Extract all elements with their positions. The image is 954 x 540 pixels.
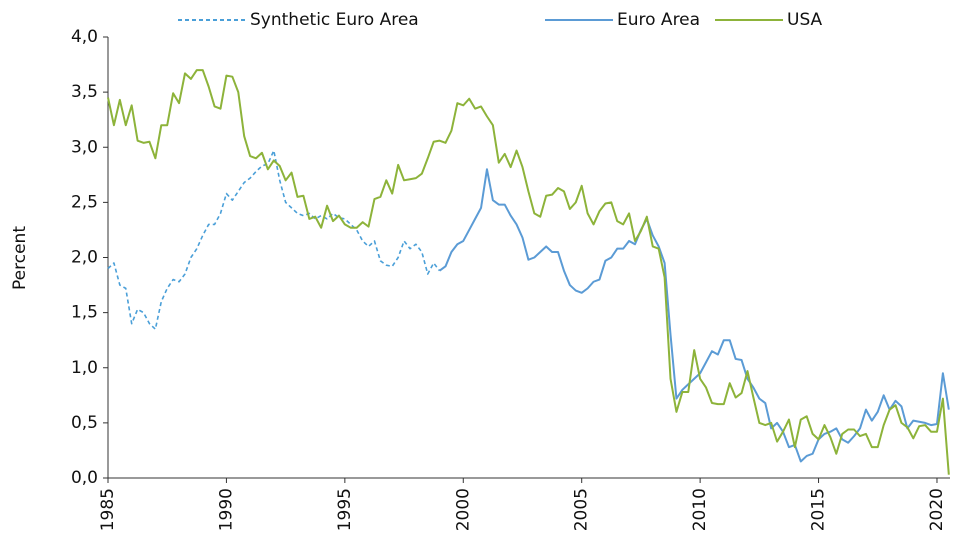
y-tick-label: 3,5 (71, 82, 98, 102)
legend-label: Euro Area (617, 10, 700, 30)
x-tick-label: 1995 (335, 488, 355, 531)
legend-label: Synthetic Euro Area (250, 10, 419, 30)
series-line (107, 69, 950, 475)
y-tick-label: 0,5 (71, 413, 98, 433)
x-tick-label: 1990 (216, 488, 236, 531)
x-tick-label: 2010 (690, 488, 710, 531)
series-line (107, 149, 441, 330)
y-tick-label: 4,0 (71, 27, 98, 47)
y-tick-label: 3,0 (71, 137, 98, 157)
y-axis-label: Percent (10, 226, 30, 290)
y-tick-label: 1,0 (71, 358, 98, 378)
x-tick-label: 2020 (927, 488, 947, 531)
legend-label: USA (787, 10, 823, 30)
y-tick-label: 0,0 (71, 468, 98, 488)
x-tick-label: 2015 (809, 488, 829, 531)
x-tick-label: 2000 (453, 488, 473, 531)
x-tick-label: 1985 (98, 488, 118, 531)
y-tick-label: 2,0 (71, 248, 98, 268)
series-line (438, 168, 950, 463)
x-tick-label: 2005 (572, 488, 592, 531)
y-tick-label: 2,5 (71, 192, 98, 212)
y-tick-label: 1,5 (71, 303, 98, 323)
